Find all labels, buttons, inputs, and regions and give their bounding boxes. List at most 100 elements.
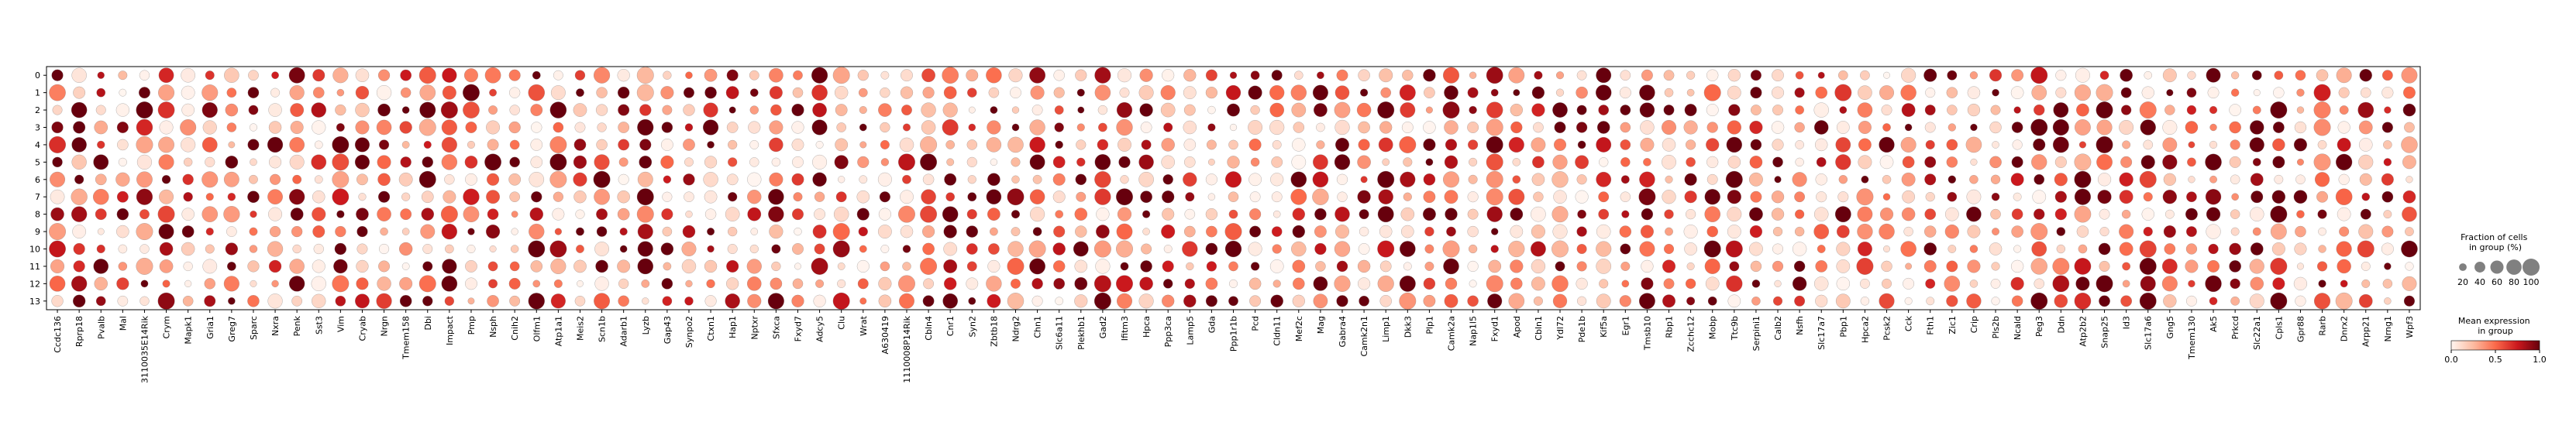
gene-tick-label: Dkk3 [1403, 316, 1413, 338]
expression-dot [770, 104, 782, 116]
expression-dot [1794, 295, 1806, 307]
expression-dot [1924, 225, 1937, 238]
expression-dot [1857, 102, 1873, 118]
expression-dot [291, 225, 303, 238]
expression-dot [1093, 292, 1111, 310]
expression-dot [1486, 118, 1503, 136]
expression-dot [356, 259, 369, 273]
expression-dot [314, 175, 323, 184]
expression-dot [1684, 173, 1697, 186]
expression-dot [684, 191, 694, 202]
expression-dot [377, 207, 391, 221]
expression-dot [1358, 139, 1370, 151]
expression-dot [661, 139, 673, 151]
expression-dot [336, 123, 345, 132]
expression-dot [1727, 85, 1741, 100]
expression-dot [1944, 225, 1959, 239]
expression-dot [1727, 294, 1741, 308]
expression-dot [464, 68, 478, 83]
expression-dot [136, 154, 152, 170]
expression-dot [1727, 190, 1741, 204]
expression-dot [1575, 190, 1589, 204]
gene-tick-label: Pls2b [1991, 316, 2001, 338]
expression-dot [837, 262, 845, 270]
expression-dot [747, 293, 762, 308]
color-legend-label: 0.5 [2488, 355, 2502, 365]
gene-tick-label: Fth1 [1926, 316, 1936, 335]
expression-dot [966, 243, 978, 255]
expression-dot [553, 279, 563, 288]
expression-dot [2163, 225, 2176, 238]
expression-dot [943, 86, 957, 99]
expression-dot [1116, 118, 1133, 136]
expression-dot [2402, 190, 2416, 204]
expression-dot [2231, 88, 2240, 97]
expression-dot [811, 258, 828, 275]
expression-dot [158, 154, 174, 170]
expression-dot [508, 277, 521, 290]
expression-dot [136, 188, 153, 205]
expression-dot [1314, 242, 1327, 256]
expression-dot [1638, 188, 1656, 206]
expression-dot [2338, 87, 2350, 98]
expression-dot [2313, 84, 2331, 101]
expression-dot [1835, 137, 1851, 153]
expression-dot [1490, 88, 1499, 97]
expression-dot [2296, 210, 2305, 218]
expression-dot [1837, 191, 1849, 203]
expression-dot [139, 70, 150, 81]
expression-dot [990, 158, 998, 166]
expression-dot [814, 243, 825, 255]
expression-dot [1183, 225, 1196, 238]
expression-dot [1312, 171, 1329, 187]
expression-dot [662, 296, 673, 307]
expression-dot [2030, 223, 2048, 240]
size-legend-label: 100 [2523, 277, 2540, 287]
expression-dot [136, 258, 153, 275]
expression-dot [158, 67, 174, 84]
expression-dot [1969, 280, 1978, 288]
expression-dot [1727, 225, 1741, 238]
expression-dot [1011, 210, 1020, 219]
expression-dot [2404, 122, 2415, 133]
expression-dot [771, 244, 781, 254]
expression-dot [1228, 191, 1239, 202]
expression-dot [594, 67, 611, 84]
gene-tick-label: Penk [292, 315, 302, 336]
expression-dot [1990, 174, 2001, 184]
expression-dot [1970, 158, 1978, 166]
gene-tick-label: Camk2n1 [1359, 316, 1369, 356]
expression-dot [377, 69, 391, 81]
expression-dot [1116, 275, 1133, 293]
expression-dot [1336, 260, 1348, 273]
expression-dot [2249, 137, 2264, 153]
expression-dot [574, 296, 586, 307]
expression-dot [921, 189, 936, 204]
expression-dot [618, 157, 629, 167]
expression-dot [1336, 69, 1348, 81]
expression-dot [746, 259, 762, 274]
gene-tick-label: Pbp1 [1838, 316, 1848, 338]
expression-dot [2253, 89, 2261, 97]
expression-dot [899, 293, 914, 309]
expression-dot [290, 208, 304, 221]
expression-dot [1142, 228, 1150, 235]
expression-dot [749, 88, 759, 97]
expression-dot [747, 190, 762, 204]
size-legend-title: Fraction of cells in group (%) [2461, 232, 2530, 252]
expression-dot [2030, 67, 2048, 84]
expression-dot [990, 106, 998, 114]
expression-dot [1551, 171, 1569, 188]
expression-dot [944, 277, 957, 290]
expression-dot [1118, 138, 1131, 152]
expression-dot [922, 173, 935, 186]
expression-dot [683, 139, 695, 151]
expression-dot [900, 225, 914, 238]
expression-dot [2141, 208, 2154, 221]
expression-dot [1141, 243, 1152, 255]
expression-dot [966, 209, 977, 220]
gene-tick-label: Calb2 [1773, 316, 1783, 340]
expression-dot [877, 172, 892, 187]
expression-dot [1160, 85, 1176, 101]
expression-dot [136, 223, 153, 240]
